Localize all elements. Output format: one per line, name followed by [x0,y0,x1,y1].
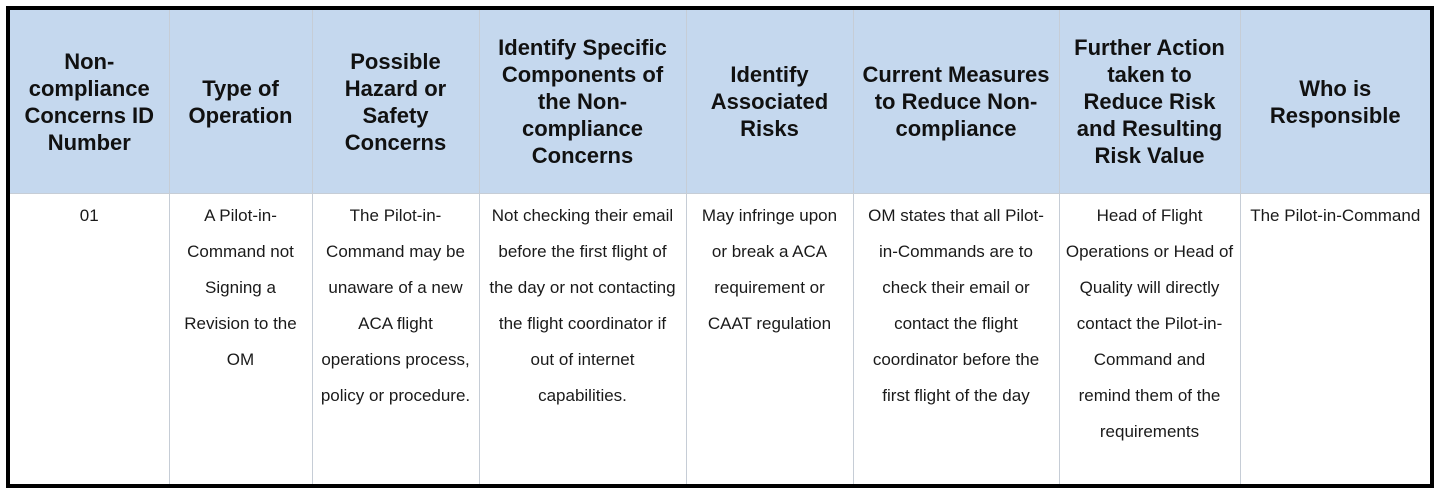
header-id-number: Non-compliance Concerns ID Number [10,10,170,194]
cell-current-measures: OM states that all Pilot-in-Commands are… [852,193,1060,484]
header-associated-risks: Identify Associated Risks [685,10,854,194]
risk-assessment-table-frame: Non-compliance Concerns ID Number Type o… [6,6,1434,488]
table-body: 01 A Pilot-in-Command not Signing a Revi… [10,193,1430,484]
header-row: Non-compliance Concerns ID Number Type o… [10,10,1430,194]
header-type-of-operation: Type of Operation [168,10,313,194]
cell-id-number: 01 [10,193,170,484]
header-possible-hazard: Possible Hazard or Safety Concerns [311,10,480,194]
header-specific-components: Identify Specific Components of the Non-… [478,10,687,194]
table-header: Non-compliance Concerns ID Number Type o… [10,10,1430,194]
cell-specific-components: Not checking their email before the firs… [478,193,687,484]
cell-associated-risks: May infringe upon or break a ACA require… [685,193,854,484]
non-compliance-risk-table: Non-compliance Concerns ID Number Type o… [10,10,1430,484]
cell-who-is-responsible: The Pilot-in-Command [1239,193,1430,484]
cell-possible-hazard: The Pilot-in-Command may be unaware of a… [311,193,480,484]
cell-type-of-operation: A Pilot-in-Command not Signing a Revisio… [168,193,313,484]
cell-further-action: Head of Flight Operations or Head of Qua… [1058,193,1241,484]
header-current-measures: Current Measures to Reduce Non-complianc… [852,10,1060,194]
table-row: 01 A Pilot-in-Command not Signing a Revi… [10,193,1430,484]
header-further-action: Further Action taken to Reduce Risk and … [1058,10,1241,194]
header-who-is-responsible: Who is Responsible [1239,10,1430,194]
